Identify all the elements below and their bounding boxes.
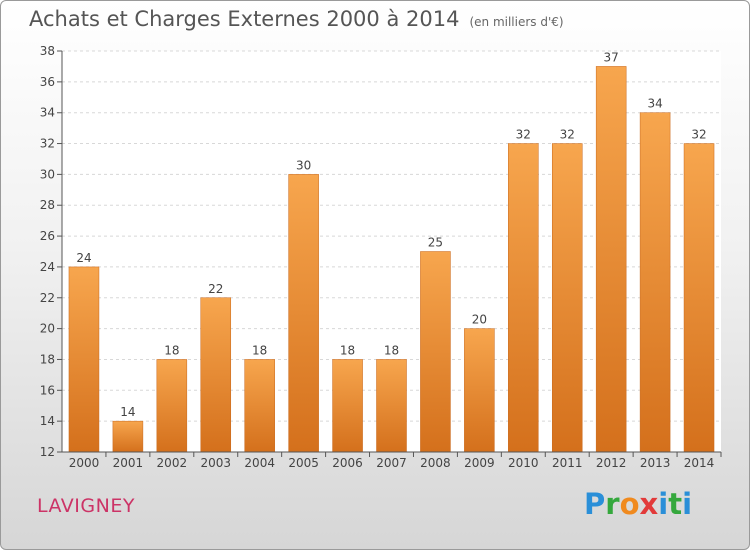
bar-value-label: 22 xyxy=(208,282,223,296)
bar xyxy=(639,112,671,453)
bar-value-label: 32 xyxy=(691,128,706,142)
bar xyxy=(508,143,539,453)
y-tick-label: 24 xyxy=(40,260,55,274)
bar-value-label: 18 xyxy=(252,343,267,357)
logo-letter: o xyxy=(619,487,640,521)
y-tick-label: 12 xyxy=(40,445,55,459)
y-tick-label: 26 xyxy=(40,229,55,243)
bar-value-label: 24 xyxy=(76,251,91,265)
x-tick-label: 2000 xyxy=(69,456,100,470)
x-tick-label: 2011 xyxy=(552,456,583,470)
y-tick-label: 34 xyxy=(40,106,55,120)
y-tick-label: 36 xyxy=(40,75,55,89)
bar xyxy=(288,174,319,453)
bar-value-label: 34 xyxy=(647,97,662,111)
logo-letter: x xyxy=(639,487,659,521)
bar xyxy=(156,359,188,453)
bar-value-label: 32 xyxy=(516,128,531,142)
x-tick-label: 2014 xyxy=(684,456,715,470)
x-tick-label: 2012 xyxy=(596,456,627,470)
y-tick-label: 38 xyxy=(40,44,55,58)
x-tick-label: 2005 xyxy=(288,456,319,470)
x-tick-label: 2006 xyxy=(332,456,363,470)
bar xyxy=(551,143,583,453)
bar xyxy=(464,328,495,453)
x-tick-label: 2003 xyxy=(200,456,231,470)
y-tick-label: 28 xyxy=(40,198,55,212)
bar-value-label: 18 xyxy=(340,343,355,357)
x-tick-label: 2010 xyxy=(508,456,539,470)
bar-value-label: 25 xyxy=(428,236,443,250)
bar xyxy=(112,420,144,453)
x-tick-label: 2007 xyxy=(376,456,407,470)
bar-value-label: 14 xyxy=(120,405,135,419)
logo-letter: i xyxy=(658,487,669,521)
x-tick-label: 2009 xyxy=(464,456,495,470)
logo-letter: t xyxy=(668,487,683,521)
bar-value-label: 20 xyxy=(472,313,487,327)
y-tick-label: 16 xyxy=(40,383,55,397)
x-tick-label: 2001 xyxy=(113,456,144,470)
bar xyxy=(376,359,407,453)
y-tick-label: 30 xyxy=(40,167,55,181)
bar xyxy=(595,66,627,453)
bar xyxy=(420,251,451,453)
x-tick-label: 2008 xyxy=(420,456,451,470)
x-tick-label: 2013 xyxy=(640,456,671,470)
bar xyxy=(200,297,232,453)
chart-title: Achats et Charges Externes 2000 à 2014 (e… xyxy=(29,7,564,31)
y-tick-label: 20 xyxy=(40,322,55,336)
chart-title-main: Achats et Charges Externes 2000 à 2014 xyxy=(29,7,460,31)
chart-title-unit: (en milliers d'€) xyxy=(469,15,564,29)
bar xyxy=(244,359,275,453)
location-label: LAVIGNEY xyxy=(37,495,135,517)
x-tick-label: 2002 xyxy=(157,456,188,470)
bar-value-label: 18 xyxy=(384,343,399,357)
bar-value-label: 32 xyxy=(560,128,575,142)
y-tick-label: 14 xyxy=(40,414,55,428)
logo-letter: P xyxy=(584,487,606,521)
logo-letter: i xyxy=(682,487,693,521)
bar xyxy=(683,143,715,453)
y-tick-label: 32 xyxy=(40,137,55,151)
bar-value-label: 18 xyxy=(164,343,179,357)
proxiti-logo: Proxiti xyxy=(584,487,692,521)
bar-value-label: 37 xyxy=(604,50,619,64)
bar xyxy=(332,359,363,453)
y-tick-label: 22 xyxy=(40,291,55,305)
bar-value-label: 30 xyxy=(296,158,311,172)
x-tick-label: 2004 xyxy=(244,456,275,470)
y-tick-label: 18 xyxy=(40,352,55,366)
logo-letter: r xyxy=(605,487,620,521)
bar xyxy=(68,266,100,453)
